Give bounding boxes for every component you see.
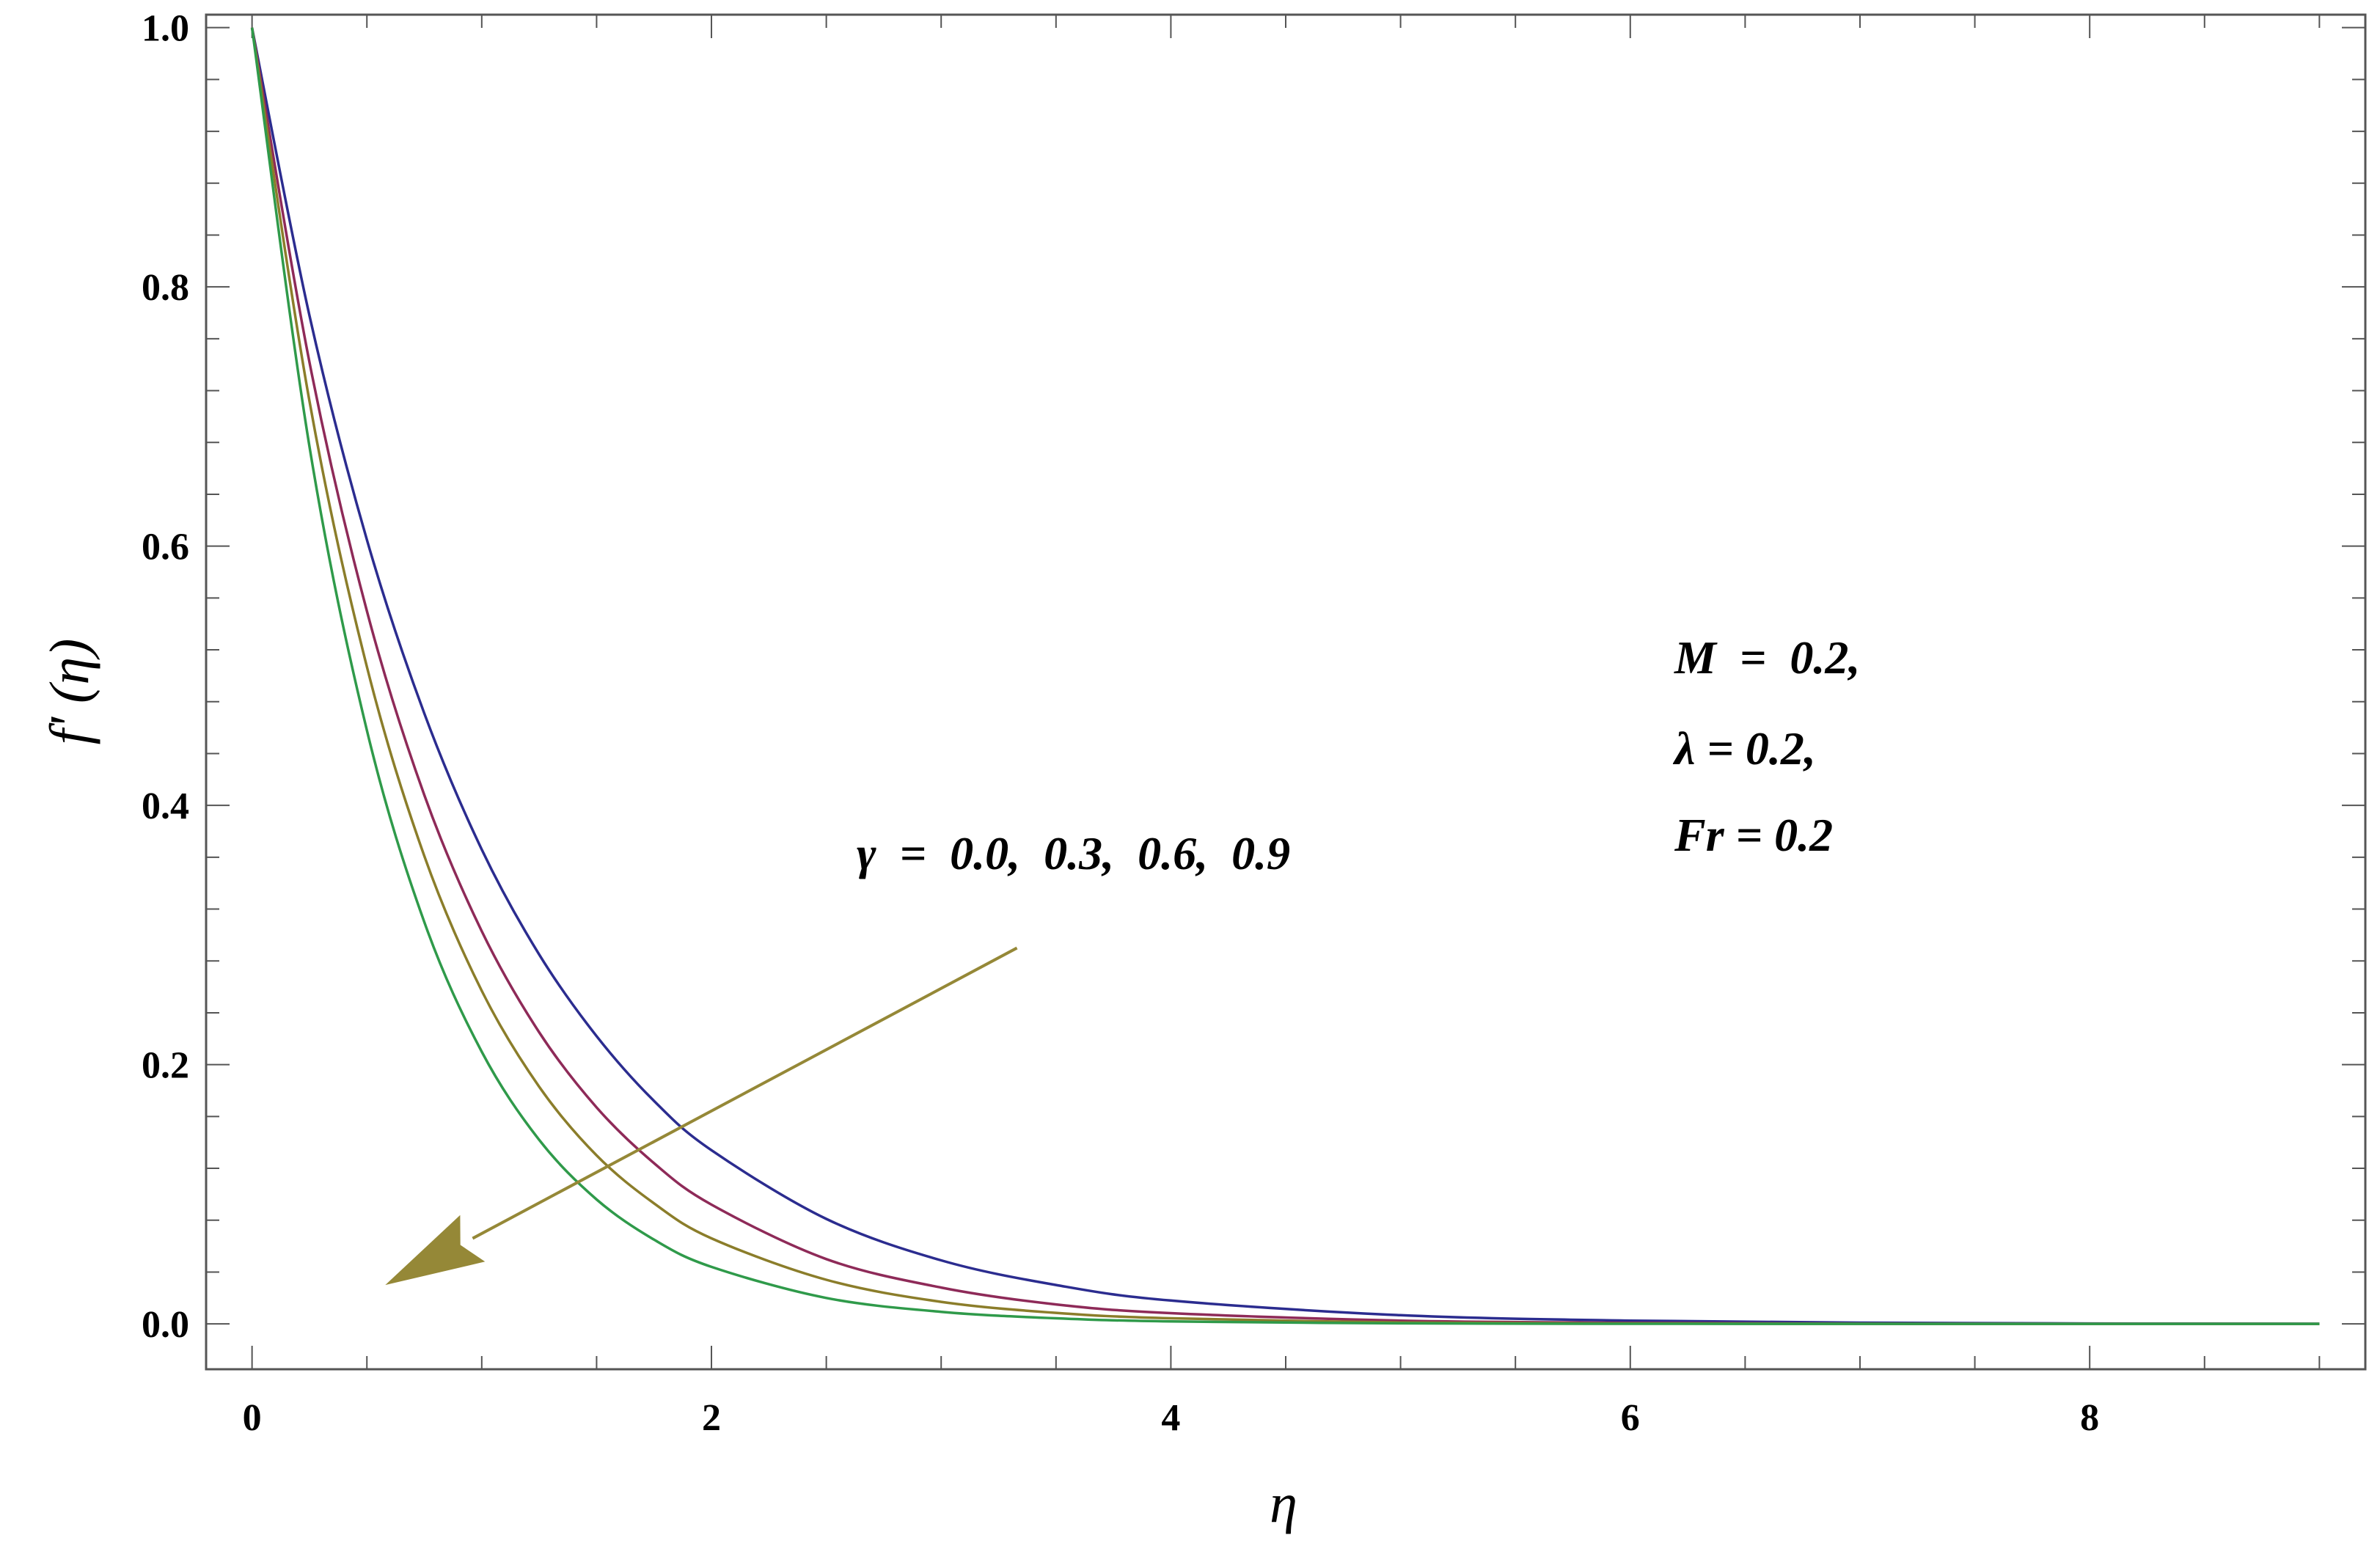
gamma-arrow <box>385 946 1018 1286</box>
param-fr-annotation: Fr = 0.2 <box>1674 809 1833 861</box>
series-line-1 <box>250 27 2320 1325</box>
series-line-2 <box>250 27 2320 1325</box>
x-axis-label: η <box>1270 1473 1297 1534</box>
x-tick-label: 0 <box>243 1397 262 1439</box>
x-tick-label: 4 <box>1161 1397 1180 1439</box>
arrow-head <box>385 1215 486 1286</box>
series-line-3 <box>250 27 2320 1325</box>
x-tick-label: 2 <box>702 1397 721 1439</box>
param-m-annotation: M = 0.2, <box>1674 631 1860 684</box>
x-tick-label: 8 <box>2080 1397 2099 1439</box>
y-tick-label: 0.4 <box>142 785 189 827</box>
axis-ticks <box>206 15 2365 1369</box>
arrow-shaft <box>472 946 1018 1240</box>
y-tick-label: 0.8 <box>142 267 189 309</box>
plot-frame <box>205 13 2367 1371</box>
axis-tick-labels: 0 2 4 6 8 0.0 0.2 0.4 0.6 0.8 1.0 <box>142 8 2099 1439</box>
y-tick-label: 1.0 <box>142 8 189 50</box>
x-tick-label: 6 <box>1621 1397 1640 1439</box>
y-tick-label: 0.0 <box>142 1304 189 1346</box>
y-axis-label: f' (η) <box>39 639 100 745</box>
y-tick-label: 0.2 <box>142 1045 189 1087</box>
param-lambda-annotation: λ = 0.2, <box>1672 722 1816 774</box>
series-line-0 <box>250 27 2320 1325</box>
gamma-annotation: γ = 0.0, 0.3, 0.6, 0.9 <box>857 827 1290 879</box>
series-curves <box>250 27 2320 1325</box>
y-tick-label: 0.6 <box>142 527 189 568</box>
